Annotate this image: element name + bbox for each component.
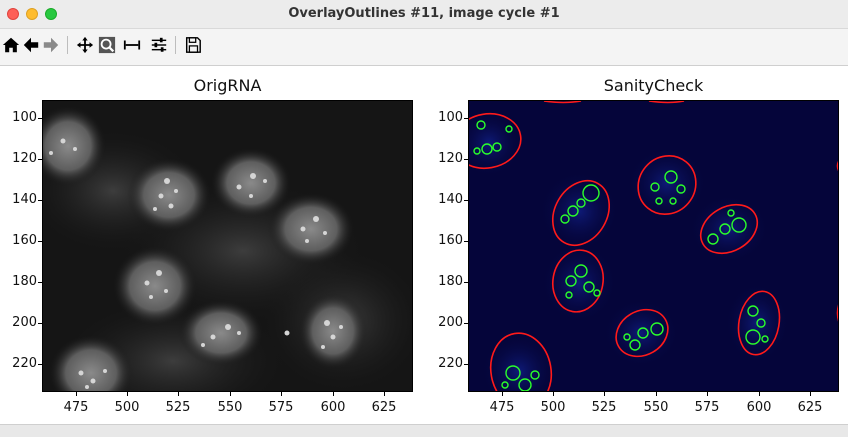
cell-nucleus <box>127 158 211 232</box>
cell-nucleus <box>43 106 106 186</box>
xtick-label: 525 <box>165 400 191 415</box>
ytick-label: 200 <box>438 315 463 330</box>
customize-button[interactable] <box>148 34 170 56</box>
origrna-image <box>43 101 412 391</box>
ytick-label: 100 <box>438 110 463 125</box>
home-icon <box>2 37 20 53</box>
cell-nucleus <box>179 300 263 366</box>
xtick-label: 475 <box>63 400 89 415</box>
ytick-label: 200 <box>12 315 37 330</box>
sanitycheck-image <box>469 101 838 391</box>
ytick-label: 220 <box>12 356 37 371</box>
ytick-label: 120 <box>438 151 463 166</box>
ytick-label: 220 <box>438 356 463 371</box>
cell-nucleus <box>268 193 354 265</box>
toolbar-separator <box>67 36 68 54</box>
cell-nucleus <box>49 335 133 391</box>
xtick-label: 575 <box>694 400 720 415</box>
xtick-label: 600 <box>320 400 346 415</box>
forward-button[interactable] <box>40 34 62 56</box>
xtick-label: 575 <box>268 400 294 415</box>
ytick-label: 100 <box>12 110 37 125</box>
nucleus-outlines <box>469 101 838 391</box>
save-icon <box>185 37 201 53</box>
ytick-label: 140 <box>12 192 37 207</box>
ytick-label: 140 <box>438 192 463 207</box>
home-button[interactable] <box>0 34 22 56</box>
ytick-label: 180 <box>438 274 463 289</box>
plot-title-origrna: OrigRNA <box>193 76 262 95</box>
zoom-rect-icon <box>98 36 116 54</box>
ytick-label: 180 <box>12 274 37 289</box>
xtick-label: 625 <box>797 400 823 415</box>
sliders-icon <box>151 37 167 52</box>
ytick-label: 160 <box>12 233 37 248</box>
xtick-label: 550 <box>217 400 243 415</box>
axes-origrna[interactable] <box>42 100 413 392</box>
xtick-label: 500 <box>114 400 140 415</box>
toolbar-separator <box>175 36 176 54</box>
close-window-button[interactable] <box>7 8 19 20</box>
xtick-label: 625 <box>371 400 397 415</box>
xtick-label: 475 <box>489 400 515 415</box>
cell-nucleus <box>299 293 367 369</box>
window-titlebar: OverlayOutlines #11, image cycle #1 <box>0 0 848 29</box>
axes-sanitycheck[interactable] <box>468 100 839 392</box>
arrow-left-icon <box>23 37 39 53</box>
back-button[interactable] <box>20 34 42 56</box>
window-title: OverlayOutlines #11, image cycle #1 <box>288 6 560 21</box>
status-bar <box>0 424 848 437</box>
arrow-right-icon <box>43 37 59 53</box>
figure-canvas[interactable]: OrigRNA <box>0 66 848 424</box>
ytick-label: 160 <box>438 233 463 248</box>
cell-nucleus <box>211 148 291 218</box>
pan-button[interactable] <box>74 34 96 56</box>
subplots-button[interactable] <box>121 34 143 56</box>
rna-spots <box>49 138 343 389</box>
rna-spot-outlines <box>473 120 769 391</box>
plot-title-sanitycheck: SanityCheck <box>603 76 704 95</box>
xtick-label: 600 <box>746 400 772 415</box>
move-icon <box>76 36 94 54</box>
save-button[interactable] <box>182 34 204 56</box>
zoom-window-button[interactable] <box>45 8 57 20</box>
ytick-label: 120 <box>12 151 37 166</box>
subplots-icon <box>123 40 141 50</box>
zoom-button[interactable] <box>96 34 118 56</box>
xtick-label: 525 <box>591 400 617 415</box>
xtick-label: 500 <box>540 400 566 415</box>
cell-nucleus <box>113 246 197 326</box>
xtick-label: 550 <box>643 400 669 415</box>
navigation-toolbar <box>0 29 848 66</box>
minimize-window-button[interactable] <box>26 8 38 20</box>
